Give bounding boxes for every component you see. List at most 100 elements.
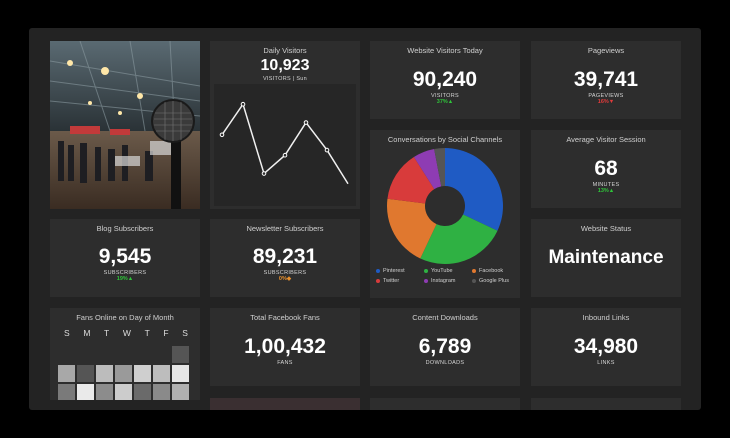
- newsletter-subscribers-unit: SUBSCRIBERS: [263, 270, 307, 276]
- partial-tile: [370, 398, 520, 410]
- blog-subscribers-tile[interactable]: Blog Subscribers 9,545 SUBSCRIBERS 19%▲: [50, 219, 200, 297]
- website-visitors-tile[interactable]: Website Visitors Today 90,240 VISITORS 3…: [370, 41, 520, 119]
- legend-item[interactable]: Twitter: [376, 278, 424, 284]
- microphone-photo: [50, 41, 200, 209]
- donut-slice-twitter[interactable]: [387, 157, 435, 204]
- avg-session-value: 68: [594, 157, 618, 180]
- website-visitors-value: 90,240: [412, 68, 478, 91]
- calendar-day-cell[interactable]: [153, 365, 170, 382]
- calendar-day-cell[interactable]: [58, 365, 75, 382]
- legend-label: Twitter: [383, 278, 400, 284]
- line-point: [303, 120, 309, 125]
- legend-item[interactable]: Instagram: [424, 278, 472, 284]
- tile-title: Daily Visitors: [263, 46, 307, 55]
- blog-subscribers-unit: SUBSCRIBERS: [103, 270, 147, 276]
- partial-tile: [531, 398, 681, 410]
- blog-subscribers-delta: 19%▲: [116, 276, 134, 282]
- facebook-fans-value: 1,00,432: [244, 335, 326, 358]
- line-point: [324, 147, 330, 153]
- daily-visitors-line-chart: [214, 84, 356, 206]
- facebook-fans-tile[interactable]: Total Facebook Fans 1,00,432 FANS: [210, 308, 360, 386]
- pageviews-tile[interactable]: Pageviews 39,741 PAGEVIEWS 16%▼: [531, 41, 681, 119]
- legend-item[interactable]: YouTube: [424, 268, 472, 274]
- donut-slice-youtube[interactable]: [420, 214, 498, 264]
- legend-dot-icon: [472, 269, 476, 273]
- newsletter-subscribers-value: 89,231: [252, 245, 318, 268]
- weekday-label: W: [122, 328, 131, 338]
- tile-title: Website Status: [580, 224, 632, 233]
- legend-item[interactable]: Facebook: [472, 268, 520, 274]
- content-downloads-unit: DOWNLOADS: [425, 360, 465, 366]
- donut-slice-instagram[interactable]: [413, 149, 442, 190]
- content-downloads-value: 6,789: [418, 335, 472, 358]
- legend-label: Facebook: [479, 268, 504, 274]
- pageviews-unit: PAGEVIEWS: [588, 93, 624, 99]
- donut-slice-pinterest[interactable]: [445, 148, 503, 231]
- daily-visitors-value: 10,923: [260, 57, 310, 74]
- newsletter-subscribers-delta: 0%◆: [278, 276, 292, 282]
- legend-item[interactable]: Google Plus: [472, 278, 520, 284]
- weekday-label: T: [144, 328, 150, 338]
- blog-subscribers-value: 9,545: [98, 245, 152, 268]
- line-point: [282, 152, 288, 158]
- legend-item[interactable]: Pinterest: [376, 268, 424, 274]
- legend-label: Pinterest: [383, 268, 405, 274]
- calendar-day-cell[interactable]: [77, 384, 94, 400]
- tile-title: Pageviews: [587, 46, 625, 55]
- website-status-tile[interactable]: Website Status Maintenance: [531, 219, 681, 297]
- website-status-value: Maintenance: [548, 247, 664, 268]
- calendar-day-cell[interactable]: [172, 384, 189, 400]
- line-point: [261, 171, 267, 176]
- tile-title: Website Visitors Today: [407, 46, 483, 55]
- calendar-day-cell[interactable]: [134, 365, 151, 382]
- line-point: [240, 101, 246, 107]
- calendar-day-cell[interactable]: [96, 365, 113, 382]
- calendar-day-cell[interactable]: [172, 346, 189, 363]
- dashboard-screen: Daily Visitors 10,923 VISITORS | Sun Web…: [29, 28, 701, 410]
- newsletter-subscribers-tile[interactable]: Newsletter Subscribers 89,231 SUBSCRIBER…: [210, 219, 360, 297]
- avg-session-tile[interactable]: Average Visitor Session 68 MINUTES 13%▲: [531, 130, 681, 208]
- content-downloads-tile[interactable]: Content Downloads 6,789 DOWNLOADS: [370, 308, 520, 386]
- legend-dot-icon: [376, 269, 380, 273]
- inbound-links-tile[interactable]: Inbound Links 34,980 LINKS: [531, 308, 681, 386]
- donut-slice-google-plus[interactable]: [434, 148, 445, 187]
- avg-session-unit: MINUTES: [592, 182, 620, 188]
- daily-visitors-tile[interactable]: Daily Visitors 10,923 VISITORS | Sun: [210, 41, 360, 209]
- legend-label: YouTube: [431, 268, 453, 274]
- tile-title: Inbound Links: [582, 313, 630, 322]
- calendar-day-cell[interactable]: [115, 384, 132, 400]
- website-visitors-delta: 37%▲: [436, 99, 454, 105]
- social-channels-tile[interactable]: Conversations by Social Channels Pintere…: [370, 130, 520, 298]
- tile-title: Conversations by Social Channels: [387, 135, 503, 144]
- tile-title: Average Visitor Session: [566, 135, 646, 144]
- weekday-label: S: [182, 328, 188, 338]
- calendar-day-cell[interactable]: [172, 365, 189, 382]
- calendar-day-cell[interactable]: [96, 384, 113, 400]
- legend-dot-icon: [376, 279, 380, 283]
- daily-visitors-sub: VISITORS | Sun: [262, 76, 308, 82]
- calendar-day-cell[interactable]: [134, 384, 151, 400]
- legend-label: Google Plus: [479, 278, 509, 284]
- line-point: [219, 132, 225, 138]
- donut-slice-facebook[interactable]: [387, 198, 437, 259]
- tile-title: Content Downloads: [412, 313, 478, 322]
- tile-title: Fans Online on Day of Month: [76, 313, 174, 322]
- weekday-label: M: [83, 328, 91, 338]
- calendar-day-cell[interactable]: [58, 384, 75, 400]
- calendar-day-cell[interactable]: [77, 365, 94, 382]
- pageviews-delta: 16%▼: [597, 99, 615, 105]
- fans-online-tile[interactable]: Fans Online on Day of Month S M T W T F S: [50, 308, 200, 400]
- inbound-links-value: 34,980: [573, 335, 639, 358]
- pageviews-value: 39,741: [573, 68, 639, 91]
- legend-label: Instagram: [431, 278, 456, 284]
- legend-dot-icon: [424, 279, 428, 283]
- website-visitors-unit: VISITORS: [431, 93, 459, 99]
- tile-title: Newsletter Subscribers: [246, 224, 324, 233]
- calendar-day-cell[interactable]: [153, 384, 170, 400]
- tile-title: Blog Subscribers: [96, 224, 154, 233]
- tile-title: Total Facebook Fans: [250, 313, 320, 322]
- calendar-day-cell[interactable]: [115, 365, 132, 382]
- social-channels-donut-chart: [387, 148, 503, 264]
